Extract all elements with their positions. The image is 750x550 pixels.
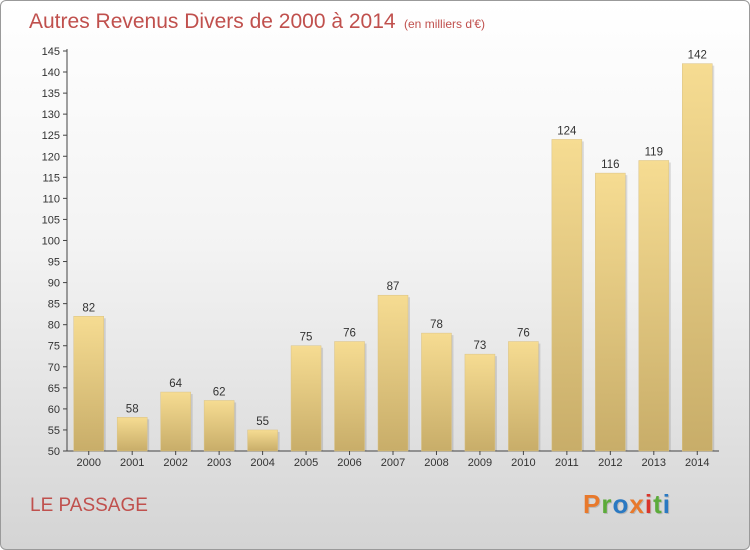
y-tick-label: 115 (42, 172, 60, 184)
x-tick-label: 2010 (511, 457, 535, 469)
logo-letter: P (583, 489, 602, 519)
bar-value-label: 64 (169, 378, 182, 390)
bar (508, 341, 539, 452)
bar (551, 139, 583, 452)
y-tick-label: 105 (42, 214, 60, 226)
y-tick-label: 55 (48, 425, 60, 437)
y-tick-label: 125 (42, 130, 60, 142)
logo-letter: i (662, 489, 671, 519)
bar (464, 353, 496, 452)
chart-title-main: Autres Revenus Divers de 2000 à 2014 (29, 10, 396, 33)
y-tick-label: 75 (48, 341, 60, 353)
bar-value-label: 78 (430, 319, 443, 331)
y-tick-label: 135 (42, 88, 60, 100)
y-tick-label: 140 (42, 67, 60, 79)
bar-value-label: 124 (557, 125, 577, 137)
bar-value-label: 76 (343, 328, 356, 340)
bar (595, 172, 626, 452)
bar-value-label: 142 (688, 50, 707, 62)
bar-value-label: 58 (126, 403, 139, 415)
chart-title-unit: (en milliers d'€) (404, 17, 485, 31)
y-tick-label: 90 (48, 278, 60, 290)
bar (160, 391, 191, 452)
logo-letter: o (612, 489, 630, 519)
y-tick-label: 65 (48, 383, 60, 395)
y-tick-label: 50 (48, 446, 60, 458)
bar (638, 160, 670, 452)
x-tick-label: 2009 (468, 457, 492, 469)
x-tick-label: 2004 (250, 457, 274, 469)
x-tick-label: 2003 (207, 457, 231, 469)
x-tick-label: 2014 (685, 457, 709, 469)
x-tick-label: 2005 (294, 457, 318, 469)
y-tick-label: 80 (48, 320, 60, 332)
bar (247, 429, 278, 452)
chart-title: Autres Revenus Divers de 2000 à 2014 (en… (29, 10, 485, 34)
logo-letter: i (644, 489, 654, 519)
bar (73, 316, 104, 452)
y-tick-label: 110 (42, 193, 60, 205)
y-tick-label: 60 (48, 404, 60, 416)
bar (682, 63, 713, 452)
bar (116, 417, 148, 452)
x-tick-label: 2002 (163, 457, 187, 469)
x-tick-label: 2008 (424, 457, 448, 469)
y-tick-label: 70 (48, 362, 60, 374)
bar-value-label: 87 (387, 281, 400, 293)
y-tick-label: 120 (42, 151, 60, 163)
bar-value-label: 119 (645, 146, 663, 158)
bar (421, 332, 452, 452)
bar (290, 345, 322, 452)
x-tick-label: 2006 (337, 457, 361, 469)
bar-value-label: 116 (601, 159, 619, 171)
bar-value-label: 55 (256, 416, 269, 428)
place-name: LE PASSAGE (30, 495, 148, 516)
bar-value-label: 76 (517, 328, 530, 340)
logo-letter: r (601, 489, 613, 519)
bar-value-label: 62 (213, 386, 226, 398)
x-tick-label: 2001 (120, 457, 144, 469)
y-tick-label: 145 (42, 46, 60, 58)
x-tick-label: 2000 (76, 457, 100, 469)
y-tick-label: 85 (48, 299, 60, 311)
x-tick-label: 2013 (642, 457, 666, 469)
y-tick-label: 100 (42, 235, 60, 247)
bar (377, 294, 409, 452)
y-tick-label: 95 (48, 257, 60, 269)
proxiti-logo: Proxiti (583, 489, 671, 520)
logo-letter: t (653, 489, 663, 519)
y-tick-label: 130 (42, 109, 60, 121)
bar (334, 341, 365, 452)
x-tick-label: 2011 (555, 457, 579, 469)
logo-letter: x (629, 489, 645, 519)
bar (203, 400, 235, 452)
bar-value-label: 75 (300, 332, 313, 344)
bar-value-label: 73 (474, 340, 487, 352)
bar-value-label: 82 (82, 302, 95, 314)
x-tick-label: 2007 (381, 457, 405, 469)
x-tick-label: 2012 (598, 457, 622, 469)
